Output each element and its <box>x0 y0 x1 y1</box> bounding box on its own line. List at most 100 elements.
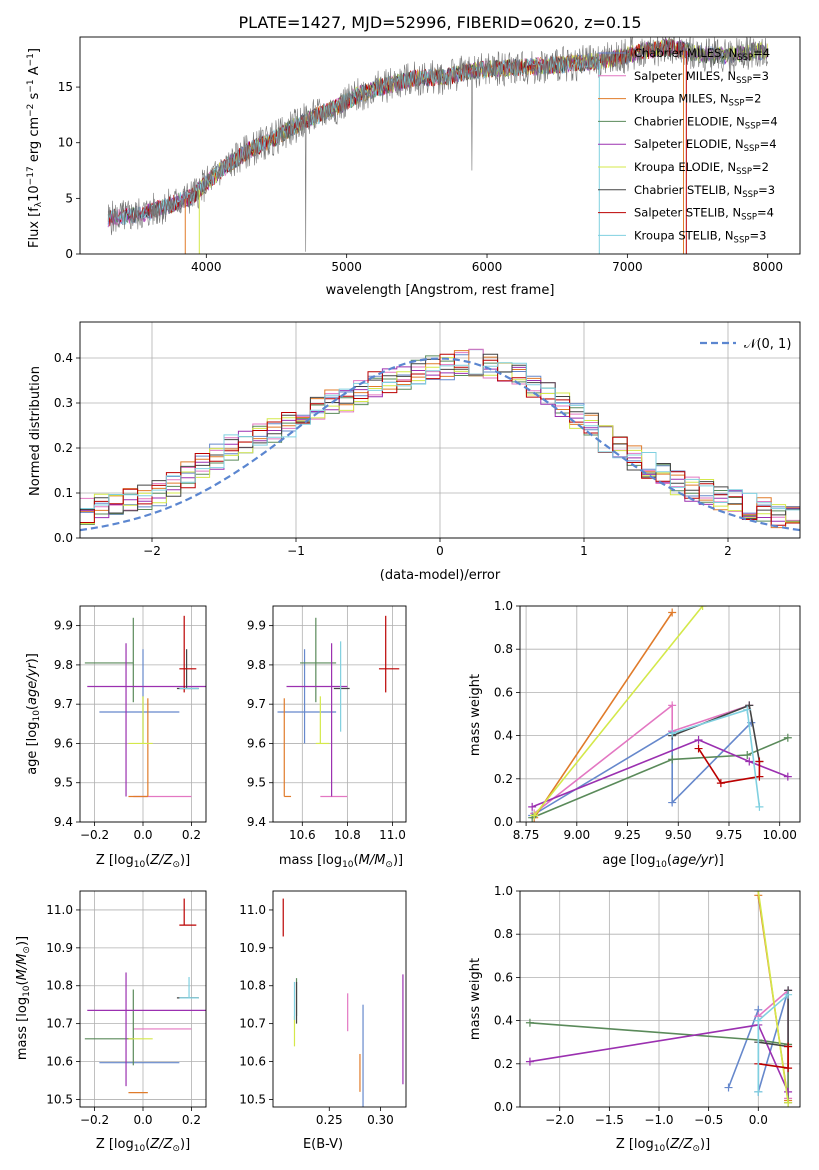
y-tick-label: 10.5 <box>239 1092 266 1106</box>
weight-series-line <box>757 891 789 1103</box>
x-tick-label: 0.25 <box>316 1113 343 1127</box>
weight-series-line <box>531 722 752 817</box>
weight-point-marker <box>743 705 752 714</box>
errorbars <box>282 898 404 1107</box>
y-tick-label: 10.9 <box>239 941 266 955</box>
y-tick-label: 10.8 <box>46 979 73 993</box>
mass-vs-ebv-xlabel: E(B-V) <box>303 1137 343 1152</box>
weight-series-line <box>531 739 789 808</box>
x-tick-label: 2 <box>724 544 732 558</box>
spectrum-legend: Chabrier MILES, NSSP=4 Salpeter MILES, NS… <box>598 46 778 245</box>
weight-vs-age-ylabel: mass weight <box>468 674 483 756</box>
weight-point-marker <box>754 1016 763 1025</box>
x-tick-label: 8000 <box>752 260 783 274</box>
y-tick-label: 0.3 <box>54 396 73 410</box>
weight-point-marker <box>783 772 792 781</box>
spectrum-panel: 4000 5000 6000 7000 8000 0 5 10 15 Chabrier MILES… <box>58 36 801 274</box>
mass-vs-metallicity-xlabel: Z [log10(Z/Z⊙)] <box>96 1137 190 1154</box>
residual-histogram <box>80 362 800 511</box>
legend-label: Chabrier ELODIE, NSSP=4 <box>634 114 778 131</box>
x-tick-label: 0.0 <box>749 1113 768 1127</box>
x-tick-label: −0.5 <box>694 1113 723 1127</box>
weight-point-marker <box>755 772 764 781</box>
age-vs-mass-panel: 10.6 10.8 11.0 9.4 9.5 9.6 9.7 9.8 9.9 <box>247 605 407 842</box>
y-tick-label: 0.1 <box>54 486 73 500</box>
x-tick-label: 10.8 <box>334 828 361 842</box>
weight-point-marker <box>668 729 677 738</box>
histograms <box>80 348 800 532</box>
x-tick-label: 5000 <box>331 260 362 274</box>
legend-label: Kroupa MILES, NSSP=2 <box>634 92 761 109</box>
axes-frame <box>79 890 207 1108</box>
y-tick-label: 0.2 <box>494 772 513 786</box>
weight-vs-metallicity-xlabel: Z [log10(Z/Z⊙)] <box>616 1137 710 1154</box>
y-tick-label: 9.5 <box>247 776 266 790</box>
y-tick-label: 9.9 <box>54 619 73 633</box>
y-tick-label: 10.9 <box>46 941 73 955</box>
axes-frame <box>272 890 407 1108</box>
weight-point-marker <box>755 757 764 766</box>
y-tick-label: 9.7 <box>54 697 73 711</box>
weight-series-line <box>533 612 673 819</box>
y-tick-label: 0.0 <box>494 815 513 829</box>
weight-point-marker <box>694 744 703 753</box>
x-tick-label: 4000 <box>191 260 222 274</box>
y-tick-label: 9.8 <box>247 658 266 672</box>
x-tick-label: −2 <box>143 544 161 558</box>
y-tick-label: 9.6 <box>247 736 266 750</box>
y-tick-label: 0.6 <box>494 685 513 699</box>
svg-text:age [log10(age/yr)]: age [log10(age/yr)] <box>25 653 42 775</box>
y-tick-label: 0.0 <box>54 531 73 545</box>
y-tick-label: 9.9 <box>247 619 266 633</box>
x-tick-label: 6000 <box>472 260 503 274</box>
mass-vs-metallicity-panel: −0.2 0.0 0.2 10.5 10.6 10.7 10.8 10.9 11.0 <box>46 890 207 1127</box>
y-tick-label: 15 <box>58 80 73 94</box>
age-vs-mass-xlabel: mass [log10(M/M⊙)] <box>279 853 403 870</box>
weight-point-marker <box>668 755 677 764</box>
weight-lines <box>528 606 792 822</box>
x-tick-label: −0.2 <box>80 828 109 842</box>
weight-vs-metallicity-ylabel: mass weight <box>468 958 483 1040</box>
observed-spectrum <box>107 37 768 252</box>
x-tick-label: 8.75 <box>513 828 540 842</box>
legend-label: Salpeter ELODIE, NSSP=4 <box>634 137 777 154</box>
y-tick-label: 11.0 <box>239 903 266 917</box>
spectrum-ylabel: Flux [fλ10−17 erg cm−2 s−1 A−1] <box>26 48 44 248</box>
weight-vs-age-panel: 8.75 9.00 9.25 9.50 9.75 10.00 0.0 0.2 0.4 0.6 0.8… <box>494 599 801 842</box>
spectrum-lines <box>107 37 769 254</box>
weight-vs-age-xlabel: age [log10(age/yr)] <box>602 853 724 870</box>
x-tick-label: 7000 <box>612 260 643 274</box>
axes-frame <box>272 605 407 823</box>
y-tick-label: 9.8 <box>54 658 73 672</box>
errorbars <box>84 898 206 1094</box>
x-tick-label: 9.00 <box>563 828 590 842</box>
age-vs-metallicity-xlabel: Z [log10(Z/Z⊙)] <box>96 853 190 870</box>
svg-text:Flux [fλ10−17 erg cm−2 s−1 A−1: Flux [fλ10−17 erg cm−2 s−1 A−1] <box>26 48 44 248</box>
x-tick-label: 0.2 <box>182 1113 201 1127</box>
weight-point-marker <box>724 1083 733 1092</box>
axes-frame <box>79 605 207 823</box>
y-tick-label: 0.0 <box>494 1100 513 1114</box>
axes-frame <box>519 605 801 823</box>
y-tick-label: 5 <box>65 191 73 205</box>
x-tick-label: 0.0 <box>133 828 152 842</box>
spectrum-xlabel: wavelength [Angstrom, rest frame] <box>326 283 555 298</box>
y-tick-label: 0.4 <box>494 1014 513 1028</box>
weight-series-line <box>531 737 789 819</box>
legend-label: Chabrier STELIB, NSSP=3 <box>634 183 775 200</box>
x-tick-label: 9.50 <box>665 828 692 842</box>
weight-point-marker <box>668 798 677 807</box>
x-tick-label: −1 <box>287 544 305 558</box>
errorbars <box>84 615 206 798</box>
x-tick-label: −0.2 <box>80 1113 109 1127</box>
weight-vs-metallicity-panel: −2.0 −1.5 −1.0 −0.5 0.0 0.0 0.2 0.4 0.6 0.8 1.0 <box>494 884 801 1127</box>
x-tick-label: 10.00 <box>763 828 797 842</box>
y-tick-label: 1.0 <box>494 599 513 613</box>
weight-point-marker <box>668 608 677 617</box>
y-tick-label: 10.6 <box>239 1055 266 1069</box>
normal-reference-curve <box>80 357 800 532</box>
y-tick-label: 10.8 <box>239 979 266 993</box>
x-tick-label: −2.0 <box>545 1113 574 1127</box>
y-tick-label: 10.6 <box>46 1055 73 1069</box>
